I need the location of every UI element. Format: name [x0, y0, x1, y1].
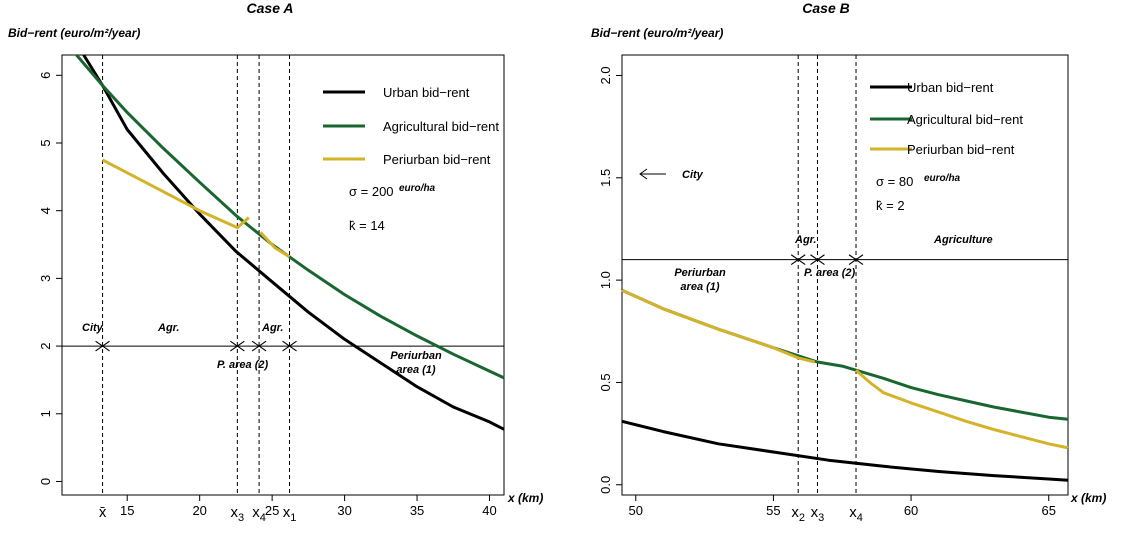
y-tick-label: 0.0	[598, 476, 613, 494]
zone-label-periurban-1: Periurban	[674, 267, 726, 279]
y-tick-label: 0.5	[598, 373, 613, 391]
cross-marker	[790, 254, 806, 266]
x-marker-label: x4	[849, 504, 863, 524]
k-annotation: k̂ = 14	[349, 218, 385, 233]
axis-ticks: 15 20 25 30 35 40 0 1 2 3 4 5 6	[38, 72, 497, 518]
chart-title: Case B	[802, 0, 849, 16]
axis-ticks: 50 55 60 65 0.0 0.5 1.0 1.5 2.0	[598, 66, 1056, 518]
series-line	[101, 158, 250, 230]
series-line	[82, 54, 505, 431]
legend-label-agricultural: Agricultural bid−rent	[907, 112, 1023, 127]
x-marker-label: x3	[811, 504, 825, 524]
y-tick-label: 1.5	[598, 169, 613, 187]
zone-label-periurban-2: P. area (2)	[217, 359, 269, 371]
y-tick-label: 5	[38, 139, 53, 146]
x-axis-label: x (km)	[507, 491, 543, 505]
zone-label-periurban-1: Periurban	[390, 350, 442, 362]
x-marker-label: x3	[231, 504, 245, 524]
sigma-unit: euro/ha	[399, 183, 436, 194]
panel-case-a: Case A Bid−rent (euro/m²/year) x (km) 15…	[8, 0, 543, 524]
x-tick-label: 65	[1041, 503, 1055, 518]
chart-title: Case A	[247, 0, 294, 16]
x-axis-label: x (km)	[1070, 491, 1106, 505]
series-lines	[621, 288, 1069, 482]
y-tick-label: 2	[38, 342, 53, 349]
city-arrow: City	[639, 168, 704, 181]
x-markers: x2 x3 x4	[791, 504, 862, 524]
legend-label-urban: Urban bid−rent	[383, 85, 470, 100]
panel-case-b: Case B Bid−rent (euro/m²/year) x (km) 50…	[591, 0, 1106, 524]
zone-label-periurban-1-line2: area (1)	[396, 364, 435, 376]
legend-label-agricultural: Agricultural bid−rent	[383, 119, 499, 134]
series-line	[621, 288, 1069, 421]
legend-label-periurban: Periurban bid−rent	[907, 142, 1015, 157]
zone-label-agriculture: Agriculture	[933, 234, 993, 246]
cross-marker	[95, 340, 110, 352]
x-marker-label: x1	[283, 504, 297, 524]
y-tick-label: 0	[38, 478, 53, 485]
x-tick-label: 35	[410, 503, 424, 518]
legend: Urban bid−rent Agricultural bid−rent Per…	[870, 80, 1023, 157]
zone-label-agr: Agr.	[794, 234, 816, 246]
series-line	[621, 288, 816, 364]
zone-label-periurban-1-line2: area (1)	[680, 281, 719, 293]
y-tick-label: 6	[38, 72, 53, 79]
x-tick-label: 20	[192, 503, 206, 518]
plot-frame	[621, 54, 1069, 496]
cross-marker	[848, 254, 864, 266]
x-tick-label: 50	[629, 503, 643, 518]
zone-label-agr-2: Agr.	[261, 322, 283, 334]
arrow-head-icon	[639, 168, 648, 180]
x-tick-label: 40	[482, 503, 496, 518]
cross-marker	[251, 340, 267, 352]
sigma-annotation: σ = 200	[349, 184, 394, 199]
series-line	[259, 231, 291, 258]
legend-label-periurban: Periurban bid−rent	[383, 152, 491, 167]
y-tick-label: 3	[38, 275, 53, 282]
zone-label-city: City	[82, 322, 104, 334]
reference-lines	[62, 55, 504, 495]
sigma-unit: euro/ha	[924, 173, 961, 184]
series-line	[621, 419, 1069, 482]
k-annotation: k̂ = 2	[876, 198, 905, 213]
y-tick-label: 1.0	[598, 271, 613, 289]
zone-label-agr: Agr.	[157, 322, 179, 334]
legend: Urban bid−rent Agricultural bid−rent Per…	[323, 85, 499, 167]
cross-marker	[282, 340, 297, 352]
cross-marker	[810, 254, 825, 266]
plot-frame	[61, 54, 505, 496]
y-tick-label: 4	[38, 207, 53, 214]
sigma-annotation: σ = 80	[876, 174, 913, 189]
y-tick-label: 1	[38, 410, 53, 417]
x-marker-label: x2	[791, 504, 805, 524]
cross-marker	[230, 340, 245, 352]
series-line	[75, 54, 505, 380]
x-marker-label: x̄	[99, 504, 107, 521]
x-tick-label: 15	[120, 503, 134, 518]
series-lines	[75, 54, 505, 431]
series-line	[855, 369, 1069, 450]
x-tick-label: 25	[265, 503, 279, 518]
x-tick-label: 55	[766, 503, 780, 518]
x-tick-label: 60	[904, 503, 918, 518]
y-axis-label: Bid−rent (euro/m²/year)	[591, 26, 723, 40]
y-tick-label: 2.0	[598, 66, 613, 84]
zone-label-periurban-2: P. area (2)	[804, 267, 856, 279]
city-label: City	[682, 169, 704, 181]
x-marker-label: x4	[252, 504, 266, 524]
reference-lines	[622, 55, 1068, 495]
y-axis-label: Bid−rent (euro/m²/year)	[8, 26, 140, 40]
legend-label-urban: Urban bid−rent	[907, 80, 994, 95]
x-tick-label: 30	[337, 503, 351, 518]
